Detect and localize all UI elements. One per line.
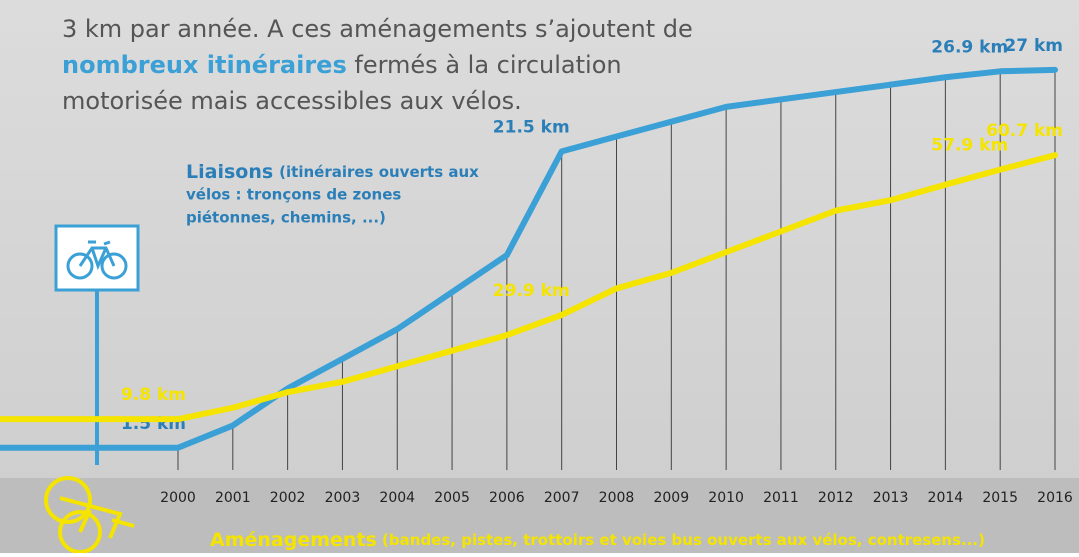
series-line — [175, 152, 1058, 423]
plot: 2000 2001 2002 2003 2004 2005 2006 2007 2008 2009… — [0, 36, 1073, 506]
legend-name: Aménagements — [210, 529, 377, 551]
x-tick-label: 2012 — [818, 490, 854, 506]
sign-panel — [54, 224, 140, 292]
value-label: 60.7 km — [986, 121, 1063, 141]
legend-description: vélos : tronçons de zones — [186, 186, 401, 204]
value-label: 26.9 km — [931, 37, 1008, 57]
value-label: 57.9 km — [931, 136, 1008, 156]
intro-segment: nombreux itinéraires — [62, 51, 347, 79]
intro-segment: fermés à la circulation — [347, 51, 622, 79]
intro-line: nombreux itinéraires fermés à la circula… — [62, 51, 622, 79]
series-line — [175, 66, 1058, 451]
x-tick-label: 2016 — [1037, 490, 1073, 506]
x-tick-label: 2013 — [873, 490, 909, 506]
value-label: 21.5 km — [493, 117, 570, 137]
intro-line: motorisée mais accessibles aux vélos. — [62, 87, 522, 115]
value-label: 29.9 km — [493, 281, 570, 301]
intro-segment: motorisée mais accessibles aux vélos. — [62, 87, 522, 115]
legend-description-group: vélos : tronçons de zones piétonnes, chem… — [186, 186, 401, 227]
x-tick-label: 2000 — [160, 490, 196, 506]
x-tick-label: 2015 — [982, 490, 1018, 506]
value-label: 9.8 km — [121, 385, 186, 405]
legend-description: (bandes, pistes, trottoirs et voies bus … — [377, 531, 985, 549]
x-tick-label: 2010 — [708, 490, 744, 506]
x-tick-label: 2006 — [489, 490, 525, 506]
x-tick-label: 2005 — [434, 490, 470, 506]
x-tick-label: 2007 — [544, 490, 580, 506]
intro-line: 3 km par année. A ces aménagements s’ajo… — [62, 15, 693, 43]
intro-segment: 3 km par année. A ces aménagements s’ajo… — [62, 15, 693, 43]
legend-description: (itinéraires ouverts aux — [279, 163, 479, 181]
legends: Liaisons (itinéraires ouverts aux vélos : … — [186, 161, 985, 551]
x-tick-label: 2008 — [599, 490, 635, 506]
legend-name: Liaisons — [186, 161, 273, 183]
x-tick-label: 2011 — [763, 490, 799, 506]
footer-band — [0, 478, 1079, 553]
x-tick-label: 2004 — [379, 490, 415, 506]
x-tick-label: 2002 — [270, 490, 306, 506]
value-label: 27 km — [1004, 36, 1063, 56]
intro-text: 3 km par année. A ces aménagements s’ajo… — [62, 15, 693, 115]
x-tick-label: 2014 — [928, 490, 964, 506]
x-tick-label: 2003 — [325, 490, 361, 506]
legend-description: piétonnes, chemins, ...) — [186, 209, 386, 227]
bike-icon — [66, 240, 128, 280]
legend-entry: Aménagements (bandes, pistes, trottoirs … — [210, 529, 985, 551]
legend-entry: Liaisons (itinéraires ouverts aux — [186, 161, 479, 183]
x-tick-label: 2009 — [653, 490, 689, 506]
x-tick-label: 2001 — [215, 490, 251, 506]
bike-icon-yellow — [44, 476, 135, 554]
